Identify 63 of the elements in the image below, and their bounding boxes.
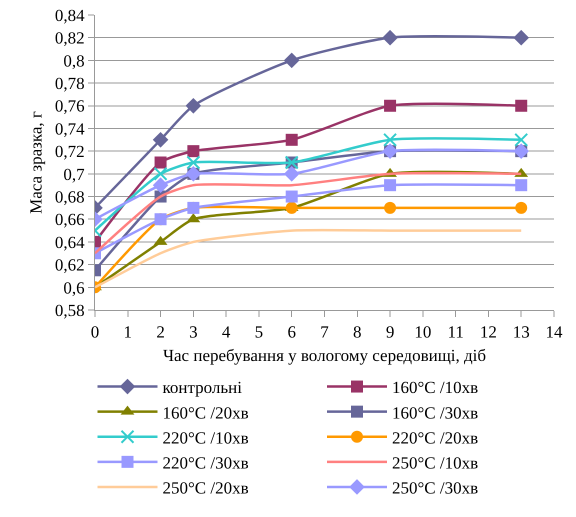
point	[284, 166, 300, 182]
x-tick-label: 1	[124, 322, 132, 342]
x-tick-label: 8	[353, 322, 362, 342]
point	[515, 202, 528, 214]
point	[384, 202, 396, 214]
point	[384, 179, 396, 192]
y-axis-title: Маса зразка, г	[26, 111, 46, 214]
point	[154, 166, 168, 181]
point	[382, 30, 398, 46]
x-tick-label: 11	[447, 322, 464, 342]
y-tick-label: 0,8	[63, 51, 85, 70]
x-tick-label: 3	[189, 322, 198, 342]
point	[383, 132, 398, 147]
y-tick-label: 0,68	[54, 187, 85, 206]
y-tick-label: 0,64	[54, 232, 86, 252]
y-tick-label: 0,78	[54, 74, 85, 94]
y-tick-label: 0,7	[63, 164, 86, 184]
point	[515, 179, 528, 192]
legend-label: 220°C /30хв	[162, 453, 249, 472]
point	[186, 98, 202, 114]
y-tick-label: 0,58	[54, 300, 85, 320]
x-tick-label: 7	[320, 322, 330, 342]
y-tick-label: 0,62	[54, 256, 85, 275]
point	[515, 100, 528, 112]
y-tick-label: 0,84	[54, 6, 86, 25]
x-tick-label: 2	[156, 322, 165, 342]
y-tick-label: 0,74	[54, 119, 86, 138]
x-tick-label: 10	[414, 322, 432, 342]
point	[186, 156, 200, 170]
x-tick-label: 13	[512, 322, 530, 342]
point	[514, 132, 528, 147]
legend-label: 250°C /10хв	[392, 453, 478, 472]
point	[513, 30, 530, 46]
legend-label: 250°C /30хв	[392, 478, 478, 498]
y-tick-label: 0,66	[54, 210, 85, 230]
point	[286, 202, 298, 214]
point	[284, 52, 300, 68]
point	[384, 100, 396, 112]
y-tick-label: 0,82	[54, 28, 85, 48]
point	[286, 134, 298, 146]
x-tick-label: 0	[90, 322, 100, 342]
x-tick-label: 4	[222, 322, 231, 342]
legend-label: 220°C /20хв	[392, 428, 478, 448]
legend-label: 160°C /10хв	[392, 378, 478, 398]
x-tick-label: 5	[254, 322, 264, 342]
x-tick-label: 14	[546, 322, 563, 342]
point	[152, 177, 168, 193]
point	[154, 156, 167, 168]
legend-label: 160°C /30хв	[392, 403, 478, 422]
legend-label: 160°C /20хв	[162, 403, 249, 422]
x-tick-label: 6	[287, 322, 296, 342]
legend-label: 220°C /10хв	[162, 428, 249, 448]
point	[152, 132, 168, 148]
point	[286, 190, 298, 203]
x-tick-label: 12	[480, 322, 497, 342]
point	[187, 145, 200, 158]
x-axis-title: Час перебування у вологому середовищі, діб	[162, 346, 486, 365]
x-tick-label: 9	[386, 322, 394, 342]
y-tick-label: 0,72	[54, 142, 85, 162]
legend-label: 250°C /20хв	[162, 478, 249, 498]
y-tick-label: 0,6	[63, 278, 85, 298]
legend-label: контрольні	[162, 378, 242, 398]
y-tick-label: 0,76	[54, 96, 85, 116]
